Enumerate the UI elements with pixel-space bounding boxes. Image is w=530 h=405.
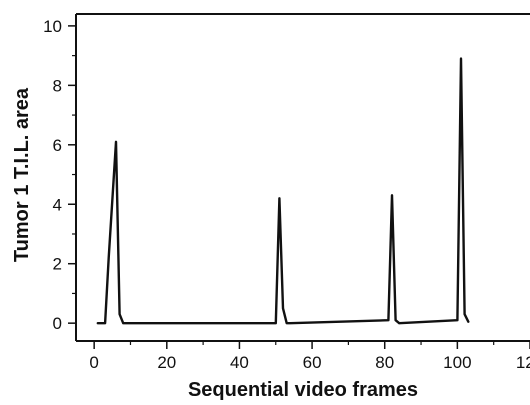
y-tick-label: 10 bbox=[43, 17, 62, 36]
y-tick-label: 2 bbox=[53, 255, 62, 274]
x-tick-label: 120 bbox=[516, 353, 530, 372]
y-tick-label: 8 bbox=[53, 76, 62, 95]
x-axis-title: Sequential video frames bbox=[188, 379, 418, 401]
x-tick-label: 40 bbox=[230, 353, 249, 372]
x-tick-label: 100 bbox=[443, 353, 471, 372]
y-tick-label: 4 bbox=[53, 195, 62, 214]
x-tick-label: 60 bbox=[303, 353, 322, 372]
y-axis-title: Tumor 1 T.I.L. area bbox=[11, 87, 33, 262]
x-tick-label: 20 bbox=[157, 353, 176, 372]
x-tick-label: 80 bbox=[375, 353, 394, 372]
y-tick-label: 6 bbox=[53, 136, 62, 155]
y-tick-label: 0 bbox=[53, 314, 62, 333]
x-tick-label: 0 bbox=[89, 353, 98, 372]
series-line bbox=[96, 57, 470, 325]
